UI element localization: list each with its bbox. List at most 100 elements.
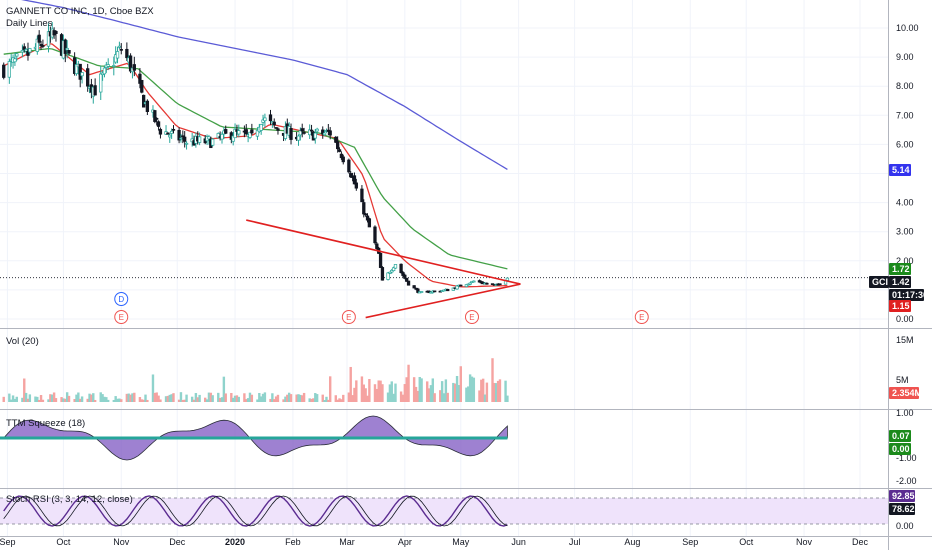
volume-bar: [118, 398, 121, 402]
volume-bar: [142, 399, 145, 402]
time-axis-label: Aug: [624, 537, 640, 547]
volume-bar: [129, 394, 132, 402]
trendlines[interactable]: [246, 219, 521, 319]
price-tick-label: 9.00: [896, 52, 914, 62]
candle-body: [336, 141, 340, 150]
candle-body: [216, 133, 220, 139]
volume-bar: [388, 384, 392, 402]
volume-bar: [455, 375, 459, 402]
time-axis-label: Mar: [339, 537, 355, 547]
candle-body: [207, 136, 211, 140]
candle-body: [80, 72, 84, 77]
candle-body: [363, 213, 368, 216]
volume-bar: [355, 380, 358, 402]
volume-bar: [368, 379, 371, 402]
earnings-marker[interactable]: [464, 310, 479, 324]
volume-bar: [480, 379, 483, 402]
squeeze-tick-label: -1.00: [896, 453, 917, 463]
candle-body: [233, 128, 237, 139]
time-axis-label: Nov: [113, 537, 130, 547]
volume-bar: [314, 393, 317, 402]
volume-bar: [386, 392, 390, 402]
candle-body: [115, 51, 120, 59]
candle-body: [153, 110, 157, 122]
candle-body: [13, 58, 17, 63]
volume-bar: [73, 398, 76, 402]
moving-average-line-2: [3, 47, 508, 270]
volume-bar: [243, 393, 246, 402]
volume-bar: [245, 399, 248, 402]
volume-bar: [62, 398, 65, 402]
candle-body: [386, 272, 390, 280]
price-badge-label: 1.72: [892, 264, 910, 274]
volume-bar: [446, 392, 449, 402]
candle-body: [321, 129, 325, 135]
volume-badge-label: 2.354M: [892, 388, 922, 398]
volume-bar: [429, 385, 433, 402]
volume-bar: [284, 396, 287, 402]
earnings-marker[interactable]: [341, 310, 356, 324]
chart-subtitle: Daily Lines: [6, 18, 53, 29]
volume-bar: [467, 386, 470, 402]
candle-body: [54, 30, 58, 34]
volume-bar: [67, 395, 71, 402]
volume-bar: [177, 399, 181, 402]
candle-body: [224, 129, 228, 134]
trendline-2[interactable]: [365, 283, 521, 319]
earnings-marker-label: E: [469, 313, 474, 322]
candle-body: [20, 50, 25, 53]
price-tick-label: 7.00: [896, 110, 914, 120]
event-markers[interactable]: DE E E E: [114, 292, 649, 324]
chart-title: GANNETT CO INC, 1D, Cboe BZX: [6, 6, 154, 17]
candle-body: [156, 121, 161, 127]
time-axis-label: Jun: [511, 537, 526, 547]
earnings-marker[interactable]: [114, 310, 129, 324]
candle-body: [419, 291, 424, 293]
squeeze-tick-label: -2.00: [896, 476, 917, 486]
candle-body: [354, 182, 358, 189]
candle-body: [393, 264, 398, 269]
volume-bar: [222, 376, 226, 402]
stoch-d-line: [3, 495, 508, 527]
volume-bar: [433, 393, 436, 402]
volume-bar: [336, 399, 339, 402]
candle-body: [362, 202, 366, 215]
dividend-marker-label: D: [118, 295, 124, 304]
price-candles: [2, 22, 510, 294]
candle-body: [63, 39, 67, 54]
volume-bar: [21, 397, 24, 402]
volume-bar: [347, 392, 351, 402]
price-tick-label: 3.00: [896, 227, 914, 237]
candle-body: [347, 159, 351, 173]
volume-bar: [47, 399, 50, 402]
volume-bar: [459, 366, 462, 402]
candle-body: [168, 134, 172, 138]
candle-body: [378, 252, 383, 268]
volume-bar: [181, 399, 185, 402]
candle-body: [46, 31, 51, 47]
volume-bar: [286, 394, 289, 402]
volume-bar: [34, 396, 37, 402]
candle-body: [309, 129, 314, 132]
earnings-marker[interactable]: [634, 310, 649, 324]
volume-bar: [353, 387, 356, 402]
volume-bar: [310, 398, 313, 402]
volume-bar: [414, 386, 418, 402]
candle-body: [401, 272, 405, 276]
volume-bar: [478, 390, 481, 402]
volume-bar: [220, 397, 224, 402]
volume-bar: [375, 388, 379, 402]
volume-bar: [39, 395, 43, 402]
candle-body: [259, 124, 263, 131]
dividend-marker[interactable]: [114, 292, 129, 306]
candle-body: [35, 38, 39, 52]
time-axis-label: May: [452, 537, 470, 547]
stoch-rsi-lines: [0, 495, 888, 527]
volume-bar: [362, 384, 365, 402]
candle-body: [78, 63, 82, 80]
candle-body: [388, 271, 392, 274]
trendline-1[interactable]: [246, 219, 521, 285]
price-badge: [889, 164, 911, 176]
candle-body: [237, 130, 241, 135]
